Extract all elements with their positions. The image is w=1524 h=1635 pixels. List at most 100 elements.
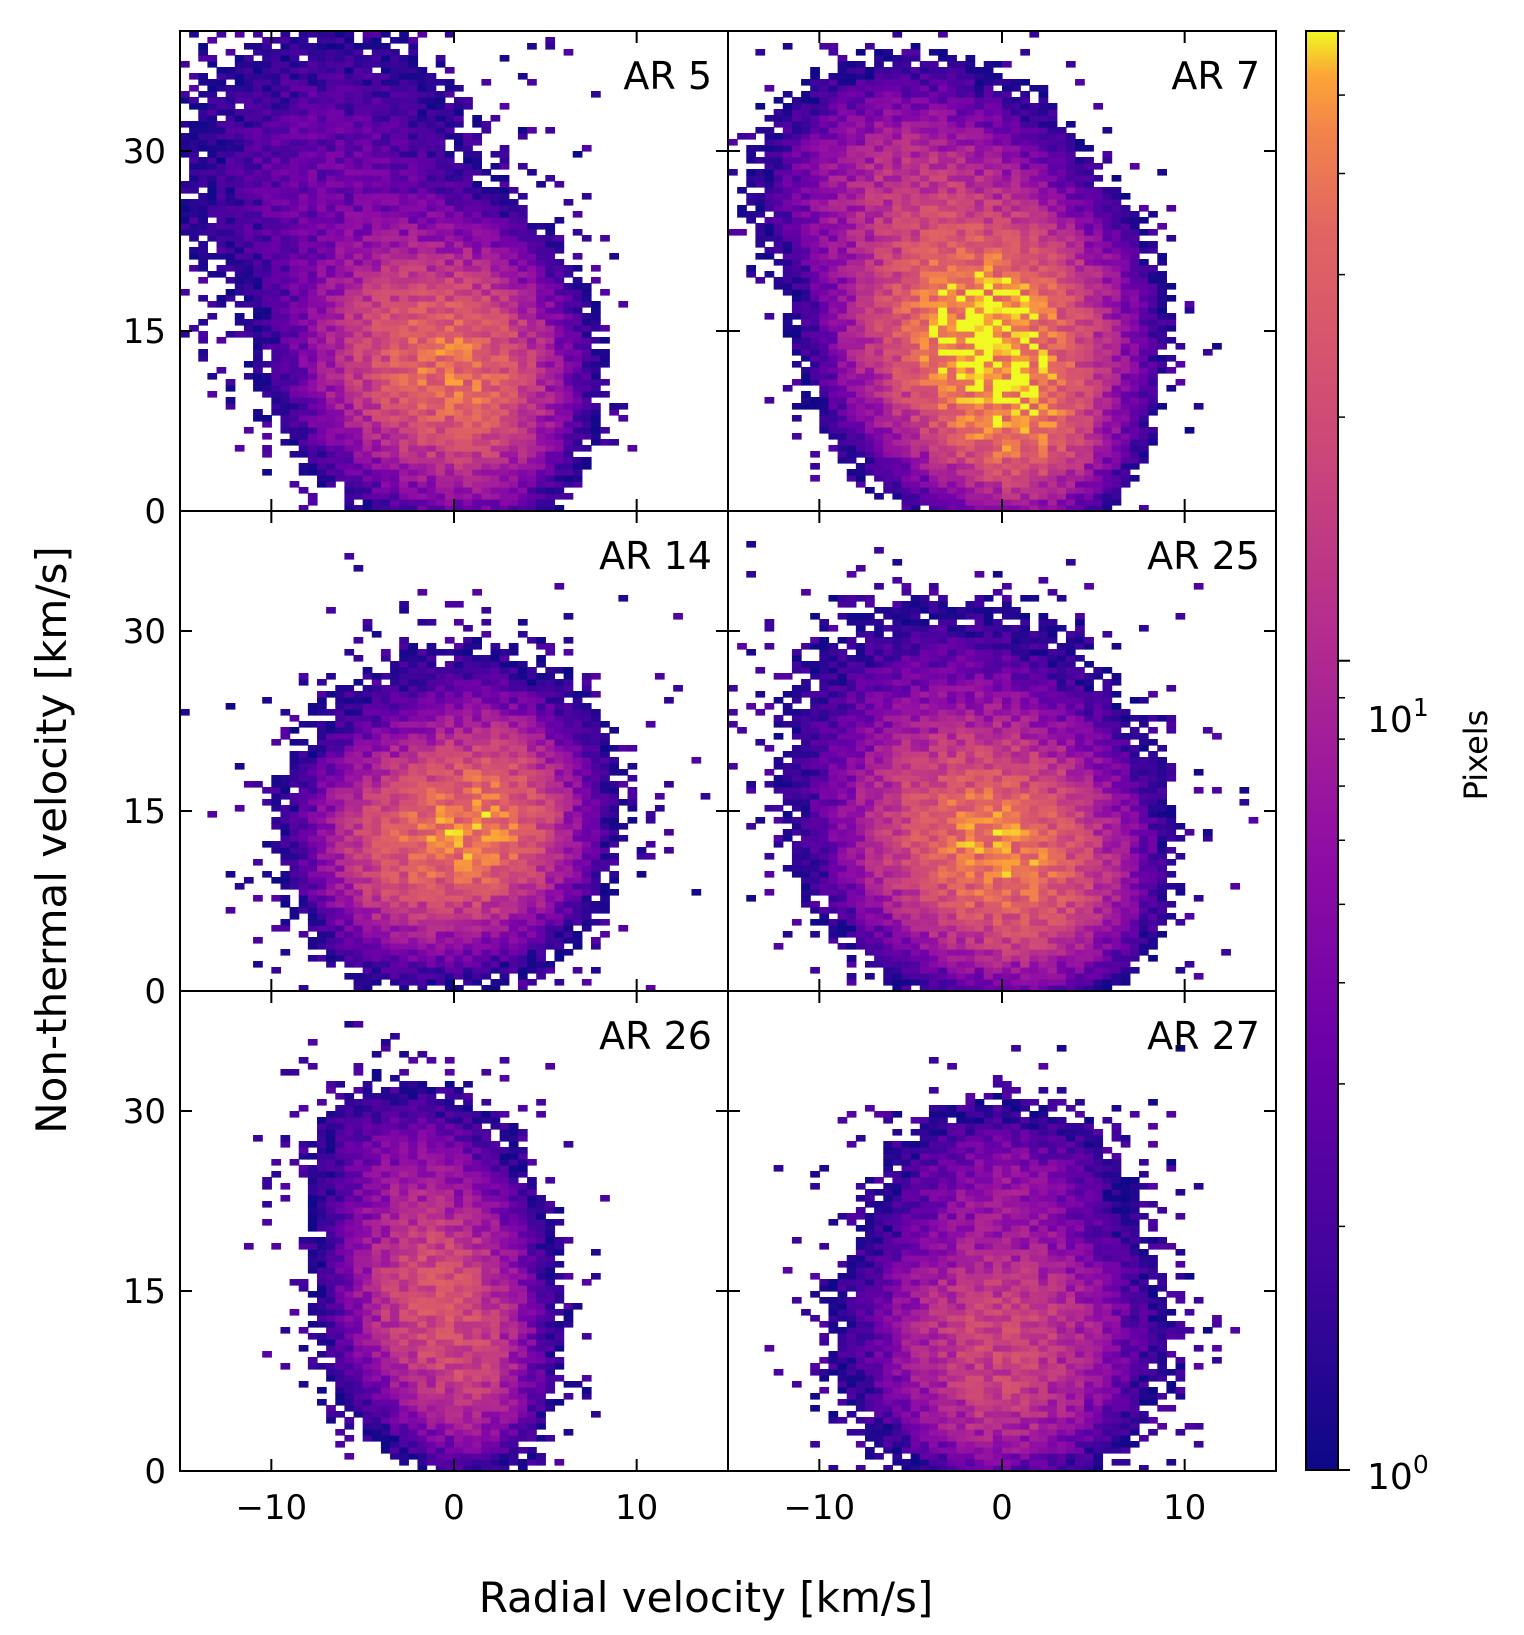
hist-cell (426, 343, 437, 350)
hist-cell (737, 187, 747, 194)
hist-cell (399, 349, 409, 356)
hist-cell (454, 301, 464, 308)
hist-cell (892, 433, 903, 440)
hist-cell (874, 457, 884, 464)
hist-cell (508, 211, 519, 218)
hist-cell (399, 187, 409, 194)
hist-cell (855, 415, 866, 422)
hist-cell (234, 253, 245, 260)
hist-cell (380, 493, 391, 500)
hist-cell (417, 451, 428, 458)
hist-cell (956, 421, 967, 428)
hist-cell (992, 283, 1003, 290)
hist-cell (819, 157, 830, 164)
hist-cell (1038, 265, 1049, 272)
hist-cell (892, 181, 903, 188)
hist-cell (499, 211, 510, 218)
hist-cell (901, 103, 912, 110)
hist-cell (207, 391, 218, 398)
hist-cell (417, 349, 428, 356)
hist-cell (773, 259, 784, 266)
hist-cell (508, 391, 519, 398)
hist-cell (326, 229, 336, 236)
hist-cell (216, 67, 227, 74)
hist-cell (1002, 307, 1012, 314)
hist-cell (837, 331, 848, 338)
hist-cell (298, 37, 309, 44)
hist-cell (298, 127, 309, 134)
hist-cell (928, 223, 939, 230)
hist-cell (234, 199, 245, 206)
hist-cell (527, 409, 537, 416)
hist-cell (901, 175, 912, 182)
hist-cell (234, 445, 245, 452)
hist-cell (289, 109, 300, 116)
hist-cell (307, 139, 318, 146)
hist-cell (353, 43, 364, 50)
hist-cell (335, 409, 345, 416)
hist-cell (362, 169, 373, 176)
hist-cell (581, 319, 592, 326)
hist-cell (198, 133, 208, 140)
hist-cell (371, 355, 382, 362)
hist-cell (198, 199, 208, 206)
hist-cell (216, 229, 227, 236)
hist-cell (919, 115, 930, 122)
hist-cell (1020, 379, 1030, 386)
hist-cell (380, 403, 391, 410)
hist-cell (426, 145, 437, 152)
hist-cell (307, 169, 318, 176)
hist-cell (992, 217, 1003, 224)
hist-cell (1011, 121, 1021, 128)
hist-cell (947, 283, 957, 290)
hist-cell (883, 427, 893, 434)
hist-cell (1002, 187, 1012, 194)
hist-cell (883, 367, 893, 374)
hist-cell (938, 259, 948, 266)
hist-cell (508, 451, 519, 458)
hist-cell (828, 139, 839, 146)
hist-cell (947, 91, 957, 98)
hist-cell (965, 301, 976, 308)
hist-cell (289, 43, 300, 50)
hist-cell (791, 415, 802, 422)
hist-cell (938, 187, 948, 194)
hist-cell (417, 157, 428, 164)
hist-cell (965, 205, 976, 212)
hist-cell (262, 109, 272, 116)
hist-cell (892, 115, 903, 122)
hist-cell (581, 433, 592, 440)
hist-cell (527, 127, 537, 134)
hist-cell (1020, 277, 1030, 284)
hist-cell (262, 253, 272, 260)
hist-cell (837, 367, 848, 374)
hist-cell (344, 373, 355, 380)
hist-cell (463, 469, 473, 476)
hist-cell (262, 445, 272, 452)
hist-cell (435, 247, 446, 254)
hist-cell (983, 103, 994, 110)
hist-cell (956, 103, 967, 110)
hist-cell (910, 301, 921, 308)
hist-cell (243, 169, 254, 176)
hist-cell (289, 79, 300, 86)
hist-cell (499, 253, 510, 260)
hist-cell (992, 403, 1003, 410)
hist-cell (1020, 385, 1030, 392)
hist-cell (928, 397, 939, 404)
hist-cell (563, 403, 574, 410)
hist-cell (399, 499, 409, 506)
hist-cell (956, 331, 967, 338)
hist-cell (1029, 235, 1040, 242)
hist-cell (207, 145, 218, 152)
hist-cell (253, 247, 263, 254)
hist-cell (819, 241, 830, 248)
hist-cell (1011, 271, 1021, 278)
hist-cell (974, 463, 985, 470)
hist-cell (846, 367, 857, 374)
hist-cell (1011, 391, 1021, 398)
hist-cell (1047, 307, 1058, 314)
hist-cell (919, 385, 930, 392)
hist-cell (883, 199, 893, 206)
hist-cell (554, 403, 565, 410)
